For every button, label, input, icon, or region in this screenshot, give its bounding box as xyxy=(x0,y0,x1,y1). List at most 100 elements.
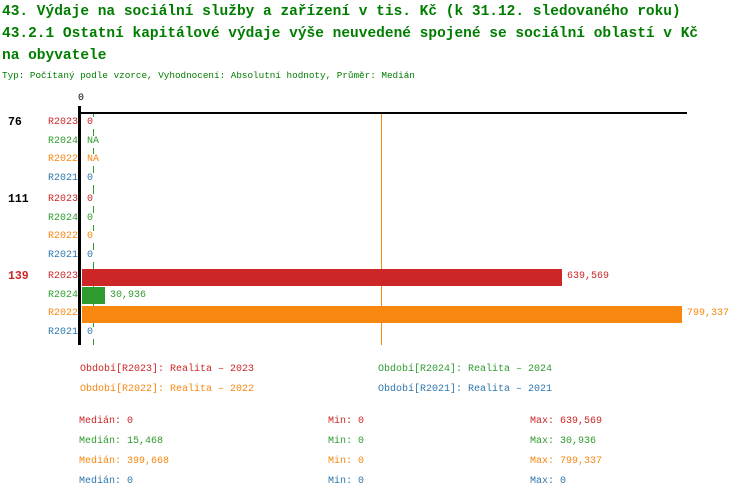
stat-max-label: Max: xyxy=(530,456,555,467)
stat-median-value: 15,468 xyxy=(127,436,164,447)
stat-min-value: 0 xyxy=(358,476,365,487)
stat-max: Max: 799,337 xyxy=(530,456,602,468)
bar-group-76: 76 R2023 0 R2024 NA R2022 NA R2021 xyxy=(0,114,750,188)
bar-cell: NA xyxy=(82,151,101,170)
stat-max: Max: 0 xyxy=(530,476,566,488)
series-label: R2024 xyxy=(47,135,78,147)
bar-cell: 0 xyxy=(82,191,95,210)
bar-group-139: 139 R2023 639,569 R2024 30,936 R2022 799… xyxy=(0,268,750,342)
bar xyxy=(82,305,682,323)
bar-cell: 30,936 xyxy=(82,287,148,306)
bar xyxy=(82,287,105,305)
bar-value-label: 0 xyxy=(86,231,95,244)
bar-value-label: 0 xyxy=(86,194,95,207)
stat-median-value: 0 xyxy=(127,476,134,487)
stat-max-value: 0 xyxy=(560,476,567,487)
series-label: R2021 xyxy=(47,326,78,338)
bar-cell: 0 xyxy=(82,228,95,247)
stat-median-value: 0 xyxy=(127,416,134,427)
stat-median-label: Medián: xyxy=(79,436,122,447)
series-label: R2021 xyxy=(47,249,78,261)
bar-row: R2022 NA xyxy=(0,151,750,170)
chart-title-line1: 43. Výdaje na sociální služby a zařízení… xyxy=(2,4,681,20)
bar-cell: NA xyxy=(82,133,101,152)
bar-value-label: 639,569 xyxy=(566,271,611,284)
stat-median-label: Medián: xyxy=(79,476,122,487)
stat-max-label: Max: xyxy=(530,476,555,487)
bar-value-label: 0 xyxy=(86,117,95,130)
bar-row: R2023 639,569 xyxy=(0,268,750,287)
stats-row-r2024: Medián: 15,468 Min: 0 Max: 30,936 xyxy=(0,436,750,450)
series-label: R2023 xyxy=(47,194,78,205)
stat-max-value: 30,936 xyxy=(560,436,597,447)
stat-median: Medián: 0 xyxy=(79,416,133,428)
stat-median: Medián: 15,468 xyxy=(79,436,163,448)
stat-max-value: 799,337 xyxy=(560,456,603,467)
bar-cell: 0 xyxy=(82,324,95,343)
bar xyxy=(82,268,562,286)
median-line-r2022 xyxy=(381,114,382,345)
bar-value-label: NA xyxy=(86,154,101,167)
bar-row: R2021 0 xyxy=(0,247,750,266)
legend-item-r2023: Období[R2023]: Realita – 2023 xyxy=(80,364,255,375)
bar-value-label: 0 xyxy=(86,249,95,262)
chart-meta-line: Typ: Počítaný podle vzorce, Vyhodnocení:… xyxy=(2,70,415,81)
group-label: 111 xyxy=(8,193,29,206)
stat-max-label: Max: xyxy=(530,416,555,427)
stat-min-value: 0 xyxy=(358,456,365,467)
stat-max: Max: 639,569 xyxy=(530,416,602,428)
stats-row-r2022: Medián: 399,668 Min: 0 Max: 799,337 xyxy=(0,456,750,470)
bar-value-label: 0 xyxy=(86,212,95,225)
bar-group-111: 111 R2023 0 R2024 0 R2022 0 R2021 xyxy=(0,191,750,265)
series-label: R2022 xyxy=(47,308,78,319)
group-label: 76 xyxy=(8,116,22,129)
stat-min: Min: 0 xyxy=(328,436,364,448)
series-label: R2021 xyxy=(47,172,78,184)
bar-cell: 0 xyxy=(82,114,95,133)
stat-min-value: 0 xyxy=(358,436,365,447)
bar-value-label: NA xyxy=(86,135,101,148)
zero-baseline xyxy=(78,106,81,345)
series-label: R2023 xyxy=(47,271,78,282)
series-label: R2023 xyxy=(47,117,78,128)
bar-cell: 799,337 xyxy=(82,305,731,324)
stat-median: Medián: 399,668 xyxy=(79,456,169,468)
chart-title-line3: na obyvatele xyxy=(2,48,107,64)
x-axis-line xyxy=(79,112,687,114)
bar-cell: 0 xyxy=(82,247,95,266)
stat-min-label: Min: xyxy=(328,416,353,427)
stat-min-label: Min: xyxy=(328,436,353,447)
legend-item-r2022: Období[R2022]: Realita – 2022 xyxy=(80,384,255,395)
bar-row: R2021 0 xyxy=(0,170,750,189)
bar-value-label: 30,936 xyxy=(109,289,148,302)
group-label: 139 xyxy=(8,270,29,283)
stat-median: Medián: 0 xyxy=(79,476,133,488)
stat-min: Min: 0 xyxy=(328,476,364,488)
bar-value-label: 0 xyxy=(86,172,95,185)
bar-value-label: 0 xyxy=(86,326,95,339)
bar-value-label: 799,337 xyxy=(686,308,731,321)
bar-row: R2023 0 xyxy=(0,114,750,133)
bar-row: R2022 799,337 xyxy=(0,305,750,324)
stat-median-label: Medián: xyxy=(79,456,122,467)
bar-row: R2022 0 xyxy=(0,228,750,247)
series-label: R2022 xyxy=(47,154,78,165)
x-axis-zero-tick-label: 0 xyxy=(77,93,84,104)
stat-median-label: Medián: xyxy=(79,416,122,427)
bar-row: R2024 NA xyxy=(0,133,750,152)
series-label: R2022 xyxy=(47,231,78,242)
bar-cell: 0 xyxy=(82,170,95,189)
stat-min-label: Min: xyxy=(328,476,353,487)
stat-min: Min: 0 xyxy=(328,456,364,468)
stats-row-r2021: Medián: 0 Min: 0 Max: 0 xyxy=(0,476,750,490)
stat-max-label: Max: xyxy=(530,436,555,447)
chart-title-line2: 43.2.1 Ostatní kapitálové výdaje výše ne… xyxy=(2,26,699,42)
median-line-r2024 xyxy=(93,114,94,345)
bar-cell: 639,569 xyxy=(82,268,611,287)
bar-row: R2023 0 xyxy=(0,191,750,210)
stat-min: Min: 0 xyxy=(328,416,364,428)
stat-median-value: 399,668 xyxy=(127,456,170,467)
series-label: R2024 xyxy=(47,289,78,301)
series-label: R2024 xyxy=(47,212,78,224)
